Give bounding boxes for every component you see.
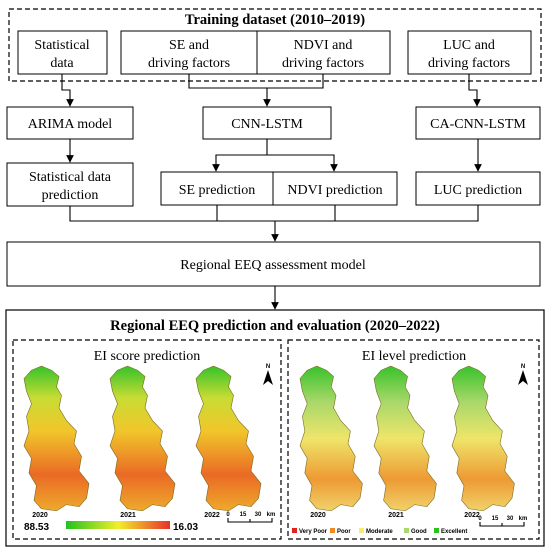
level-map-2021: 2021: [373, 365, 437, 519]
level-map-2020: 2020: [299, 365, 363, 519]
legend-label-0: Very Poor: [299, 529, 328, 535]
input-statistical-data: Statistical data: [17, 30, 108, 75]
luc-prediction-box: LUC prediction: [415, 171, 541, 206]
assessment-model-label: Regional EEQ assessment model: [180, 258, 366, 273]
svg-text:km: km: [267, 512, 276, 518]
score-map-2020: 2020: [23, 365, 90, 519]
input-ndvi-line2: driving factors: [282, 56, 364, 71]
level-year-2021: 2021: [388, 512, 404, 519]
statistical-prediction-box: Statistical data prediction: [6, 162, 134, 207]
se-prediction-label: SE prediction: [179, 183, 256, 198]
statistical-prediction-line2: prediction: [42, 188, 99, 203]
training-dataset-title: Training dataset (2010–2019): [185, 12, 365, 28]
arima-model-label: ARIMA model: [28, 117, 113, 132]
arrow-to-ndvi-prediction: [267, 154, 338, 172]
legend-label-2: Moderate: [366, 529, 393, 535]
legend-label-3: Good: [411, 529, 427, 535]
input-statistical-line1: Statistical: [34, 38, 89, 53]
arrow-to-ca-cnn-lstm: [468, 74, 481, 107]
scale-bar-level: 0 15 30 km: [478, 516, 528, 527]
score-year-2020: 2020: [32, 512, 48, 519]
level-year-2022: 2022: [464, 512, 480, 519]
svg-text:15: 15: [492, 516, 499, 522]
level-panel-title: EI level prediction: [362, 349, 466, 364]
score-map-2022: 2022: [195, 365, 262, 519]
input-se-line1: SE and: [169, 38, 209, 53]
level-year-2020: 2020: [310, 512, 326, 519]
score-panel-frame: [12, 339, 282, 540]
input-se-line2: driving factors: [148, 56, 230, 71]
input-luc-line2: driving factors: [428, 56, 510, 71]
score-min-value: 16.03: [173, 522, 198, 533]
ca-cnn-lstm-label: CA-CNN-LSTM: [430, 117, 526, 132]
input-luc-driving-factors: LUC and driving factors: [407, 30, 532, 75]
svg-text:0: 0: [226, 512, 230, 518]
ca-cnn-lstm-box: CA-CNN-LSTM: [415, 106, 541, 140]
score-map-2021: 2021: [109, 365, 176, 519]
arrow-to-arima: [61, 74, 74, 107]
ndvi-prediction-box: NDVI prediction: [272, 171, 398, 206]
svg-text:km: km: [519, 516, 528, 522]
evaluation-frame: [5, 309, 545, 547]
svg-text:15: 15: [240, 512, 247, 518]
input-ndvi-driving-factors: NDVI and driving factors: [256, 30, 391, 75]
score-max-value: 88.53: [24, 522, 49, 533]
connector-se-ndvi: [188, 74, 324, 89]
svg-text:N: N: [266, 364, 270, 370]
legend-swatch-1: [330, 528, 335, 533]
level-panel-frame: [287, 339, 540, 540]
evaluation-title: Regional EEQ prediction and evaluation (…: [110, 318, 440, 334]
legend-swatch-2: [359, 528, 364, 533]
connector-predictions: [69, 205, 479, 222]
north-arrow-level: N: [518, 364, 528, 385]
legend-label-4: Excellent: [441, 529, 467, 535]
north-arrow-score: N: [263, 364, 273, 385]
level-legend: Very Poor Poor Moderate Good Excellent: [292, 528, 467, 535]
input-se-driving-factors: SE and driving factors: [120, 30, 258, 75]
input-statistical-line2: data: [50, 56, 74, 71]
svg-text:30: 30: [507, 516, 514, 522]
level-map-2022: 2022: [451, 365, 516, 519]
score-panel-title: EI score prediction: [94, 349, 201, 364]
legend-label-1: Poor: [337, 529, 351, 535]
assessment-model-box: Regional EEQ assessment model: [6, 241, 541, 287]
score-gradient-bar: [66, 521, 170, 529]
legend-swatch-4: [434, 528, 439, 533]
input-ndvi-line1: NDVI and: [294, 38, 353, 53]
se-prediction-box: SE prediction: [160, 171, 274, 206]
score-year-2022: 2022: [204, 512, 220, 519]
legend-swatch-0: [292, 528, 297, 533]
input-luc-line1: LUC and: [443, 38, 495, 53]
svg-text:0: 0: [478, 516, 482, 522]
cnn-lstm-label: CNN-LSTM: [231, 117, 303, 132]
legend-swatch-3: [404, 528, 409, 533]
arima-model-box: ARIMA model: [6, 106, 134, 140]
svg-text:N: N: [521, 364, 525, 370]
luc-prediction-label: LUC prediction: [434, 183, 522, 198]
scale-bar-score: 0 15 30 km: [226, 512, 276, 523]
training-dataset-frame: [8, 8, 542, 82]
arrow-to-se-prediction: [212, 139, 268, 172]
cnn-lstm-box: CNN-LSTM: [202, 106, 332, 140]
svg-text:30: 30: [255, 512, 262, 518]
statistical-prediction-line1: Statistical data: [29, 170, 112, 185]
score-year-2021: 2021: [120, 512, 136, 519]
ndvi-prediction-label: NDVI prediction: [287, 183, 382, 198]
